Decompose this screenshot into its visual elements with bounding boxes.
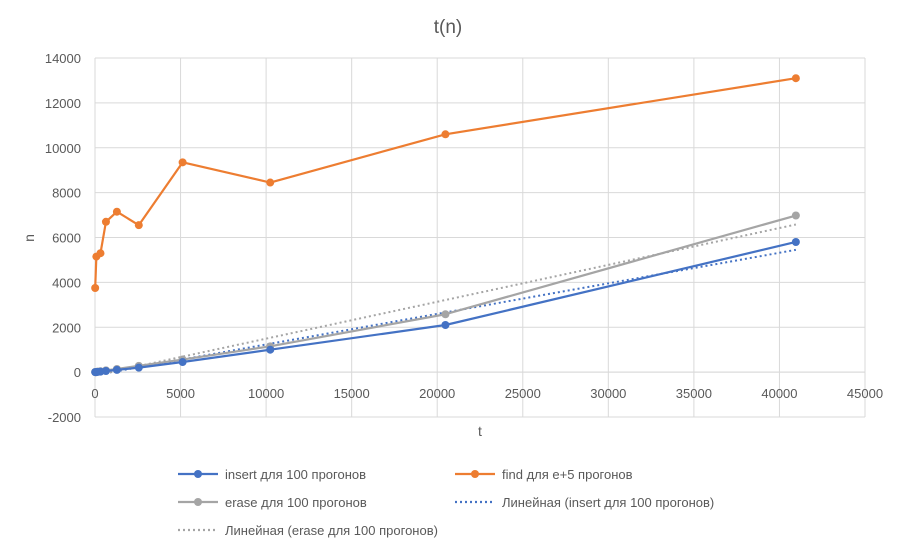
trendlines xyxy=(94,223,797,377)
legend-item: Линейная (erase для 100 прогонов) xyxy=(178,523,438,538)
legend-label: insert для 100 прогонов xyxy=(225,467,366,482)
x-tick-label: 45000 xyxy=(847,386,883,401)
data-point xyxy=(266,178,275,187)
x-tick-label: 5000 xyxy=(166,386,195,401)
data-point xyxy=(112,365,121,374)
data-point xyxy=(441,321,450,330)
data-point xyxy=(91,283,100,292)
gridlines xyxy=(94,57,866,418)
legend-item: erase для 100 прогонов xyxy=(178,495,367,510)
data-point xyxy=(178,358,187,367)
legend-label: Линейная (insert для 100 прогонов) xyxy=(502,495,714,510)
legend-marker xyxy=(194,498,202,506)
data-point xyxy=(101,367,110,376)
x-tick-label: 15000 xyxy=(334,386,370,401)
y-tick-label: 0 xyxy=(74,365,81,380)
legend-item: Линейная (insert для 100 прогонов) xyxy=(455,495,714,510)
legend-label: find для e+5 прогонов xyxy=(502,467,633,482)
data-point xyxy=(134,363,143,372)
x-tick-label: 30000 xyxy=(590,386,626,401)
data-point xyxy=(441,130,450,139)
y-tick-label: 2000 xyxy=(52,320,81,335)
data-point xyxy=(791,74,800,83)
data-point xyxy=(441,310,450,319)
legend: insert для 100 прогонов find для e+5 прог… xyxy=(178,467,714,538)
data-point xyxy=(791,211,800,220)
legend-item: insert для 100 прогонов xyxy=(178,467,366,482)
legend-item: find для e+5 прогонов xyxy=(455,467,633,482)
legend-label: erase для 100 прогонов xyxy=(225,495,367,510)
y-axis-label: n xyxy=(21,234,37,242)
data-point xyxy=(134,221,143,230)
chart-title: t(n) xyxy=(434,17,463,38)
trendline xyxy=(94,223,797,377)
data-point xyxy=(112,207,121,216)
x-axis-ticks: 0 5000 10000 15000 20000 25000 30000 35000 40000… xyxy=(91,386,883,401)
data-series xyxy=(91,74,800,377)
x-tick-label: 35000 xyxy=(676,386,712,401)
data-point xyxy=(101,217,110,226)
y-tick-label: 14000 xyxy=(45,51,81,66)
legend-label: Линейная (erase для 100 прогонов) xyxy=(225,523,438,538)
x-axis-label: t xyxy=(478,423,482,439)
data-point xyxy=(178,158,187,167)
x-tick-label: 0 xyxy=(91,386,98,401)
legend-marker xyxy=(194,470,202,478)
series-line-insert xyxy=(95,240,797,374)
y-tick-label: 10000 xyxy=(45,141,81,156)
series-line-find xyxy=(94,77,797,289)
x-tick-label: 25000 xyxy=(505,386,541,401)
x-tick-label: 10000 xyxy=(248,386,284,401)
data-point xyxy=(96,249,105,258)
data-point xyxy=(791,237,800,246)
y-tick-label: 8000 xyxy=(52,186,81,201)
x-tick-label: 40000 xyxy=(761,386,797,401)
y-axis-ticks: -2000 0 2000 4000 6000 8000 10000 12000 14000 xyxy=(45,51,81,425)
y-tick-label: 4000 xyxy=(52,275,81,290)
series-line-erase xyxy=(95,214,797,374)
y-tick-label: -2000 xyxy=(48,410,81,425)
y-tick-label: 12000 xyxy=(45,96,81,111)
data-point xyxy=(266,345,275,354)
legend-marker xyxy=(471,470,479,478)
y-tick-label: 6000 xyxy=(52,231,81,246)
x-tick-label: 20000 xyxy=(419,386,455,401)
